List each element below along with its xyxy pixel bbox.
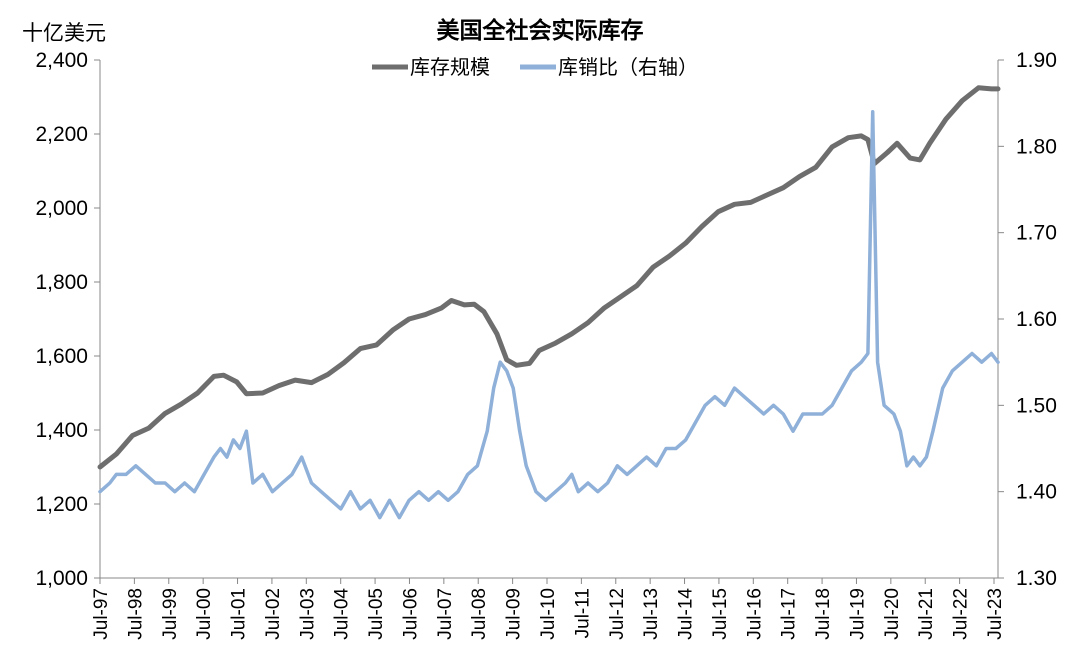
y-left-ticks: 1,000 1,200 1,400 1,600 1,800 2,000 2,200 2,400 bbox=[35, 49, 100, 590]
x-tick-label: Jul-98 bbox=[125, 588, 146, 640]
x-tick-label: Jul-10 bbox=[538, 588, 559, 640]
series-line-ratio bbox=[98, 110, 1000, 520]
x-tick-label: Jul-21 bbox=[916, 588, 937, 640]
x-tick-label: Jul-22 bbox=[951, 588, 972, 640]
y-left-tick-label: 1,400 bbox=[35, 419, 88, 442]
x-tick-label: Jul-16 bbox=[744, 588, 765, 640]
y-right-tick-label: 1.30 bbox=[1016, 567, 1057, 590]
x-tick-label: Jul-15 bbox=[710, 588, 731, 640]
x-tick-label: Jul-19 bbox=[847, 588, 868, 640]
x-tick-label: Jul-03 bbox=[297, 588, 318, 640]
y-left-tick-label: 1,600 bbox=[35, 345, 88, 368]
x-tick-label: Jul-00 bbox=[194, 588, 215, 640]
legend-label-inventory: 库存规模 bbox=[410, 55, 490, 79]
y-right-tick-label: 1.60 bbox=[1016, 308, 1057, 331]
y-left-unit: 十亿美元 bbox=[22, 21, 106, 45]
x-tick-label: Jul-20 bbox=[882, 588, 903, 640]
x-tick-label: Jul-06 bbox=[400, 588, 421, 640]
x-tick-label: Jul-08 bbox=[469, 588, 490, 640]
x-tick-label: Jul-04 bbox=[332, 588, 353, 640]
y-right-tick-label: 1.80 bbox=[1016, 135, 1057, 158]
x-tick-label: Jul-02 bbox=[263, 588, 284, 640]
y-left-tick-label: 1,800 bbox=[35, 271, 88, 294]
x-tick-label: Jul-13 bbox=[641, 588, 662, 640]
x-tick-label: Jul-09 bbox=[504, 588, 525, 640]
y-left-tick-label: 2,200 bbox=[35, 123, 88, 146]
x-tick-label: Jul-97 bbox=[91, 588, 112, 640]
y-left-tick-label: 1,000 bbox=[35, 567, 88, 590]
x-tick-label: Jul-14 bbox=[676, 588, 697, 640]
chart-title: 美国全社会实际库存 bbox=[437, 17, 644, 44]
y-left-tick-label: 2,400 bbox=[35, 49, 88, 72]
series-line-inventory bbox=[97, 85, 1001, 470]
y-right-tick-label: 1.70 bbox=[1016, 222, 1057, 245]
x-tick-label: Jul-99 bbox=[160, 588, 181, 640]
y-left-tick-label: 1,200 bbox=[35, 493, 88, 516]
x-tick-label: Jul-17 bbox=[779, 588, 800, 640]
series-layer bbox=[97, 85, 1001, 520]
x-tick-label: Jul-18 bbox=[813, 588, 834, 640]
x-tick-label: Jul-07 bbox=[435, 588, 456, 640]
y-right-tick-label: 1.50 bbox=[1016, 394, 1057, 417]
legend: 库存规模 库销比（右轴） bbox=[372, 55, 698, 79]
x-tick-label: Jul-11 bbox=[572, 588, 593, 638]
x-ticks: Jul-97 Jul-98 Jul-99 Jul-00 Jul-01 Jul-02 Jul-… bbox=[91, 578, 1006, 640]
y-right-ticks: 1.30 1.40 1.50 1.60 1.70 1.80 1.90 bbox=[998, 49, 1057, 590]
x-tick-label: Jul-05 bbox=[366, 588, 387, 640]
x-tick-label: Jul-23 bbox=[985, 588, 1006, 640]
x-tick-label: Jul-12 bbox=[607, 588, 628, 640]
y-right-tick-label: 1.40 bbox=[1016, 481, 1057, 504]
legend-label-ratio: 库销比（右轴） bbox=[558, 55, 698, 79]
y-left-tick-label: 2,000 bbox=[35, 197, 88, 220]
x-tick-label: Jul-01 bbox=[229, 588, 250, 640]
y-right-tick-label: 1.90 bbox=[1016, 49, 1057, 72]
